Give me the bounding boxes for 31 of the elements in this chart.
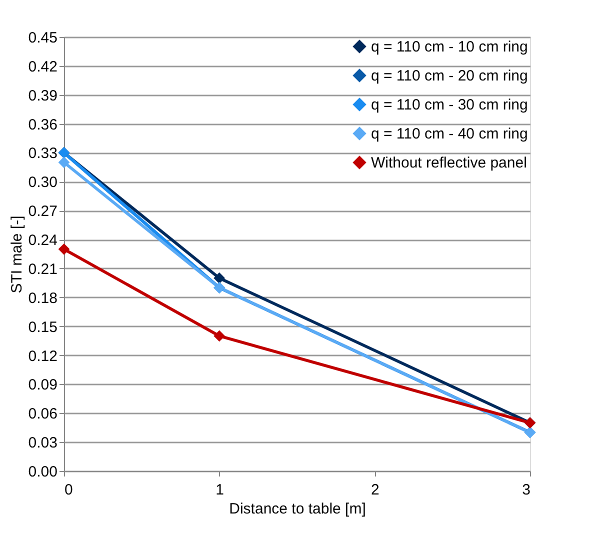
y-tick-label: 0.45 <box>28 30 58 46</box>
y-tick-label: 0.30 <box>28 174 58 192</box>
x-tick-label: 1 <box>216 482 224 498</box>
legend-label: q = 110 cm - 10 cm ring <box>371 38 528 56</box>
y-tick-label: 0.06 <box>28 406 58 423</box>
y-axis-title: STI male [-] <box>8 216 26 294</box>
y-tick-label: 0.27 <box>28 203 58 220</box>
point <box>58 243 70 255</box>
x-tick-label: 2 <box>370 482 380 498</box>
legend-label: q = 110 cm - 40 cm ring <box>371 126 528 142</box>
x-tick-label: 3 <box>522 482 530 498</box>
y-tick-label: 0.33 <box>28 145 58 162</box>
y-tick-label: 0.18 <box>28 290 58 307</box>
y-tick-label: 0.09 <box>28 376 58 394</box>
y-tick-label: 0.21 <box>28 260 58 278</box>
legend-label: Without reflective panel <box>371 154 527 172</box>
legend-label: q = 110 cm - 30 cm ring <box>371 96 528 114</box>
y-tick-label: 0.00 <box>28 464 58 480</box>
x-axis-title: Distance to table [m] <box>229 500 366 518</box>
y-tick-label: 0.15 <box>28 318 58 336</box>
y-tick-label: 0.03 <box>28 434 58 452</box>
point <box>58 156 70 168</box>
point <box>214 272 226 284</box>
y-tick-label: 0.36 <box>28 116 58 134</box>
point <box>214 330 226 342</box>
y-tick-label: 0.12 <box>28 348 58 365</box>
x-tick-label: 0 <box>64 482 73 498</box>
y-tick-label: 0.39 <box>28 87 58 104</box>
y-tick-label: 0.42 <box>28 58 58 76</box>
legend-label: q = 110 cm - 20 cm ring <box>371 68 528 84</box>
y-tick-label: 0.24 <box>28 232 58 250</box>
